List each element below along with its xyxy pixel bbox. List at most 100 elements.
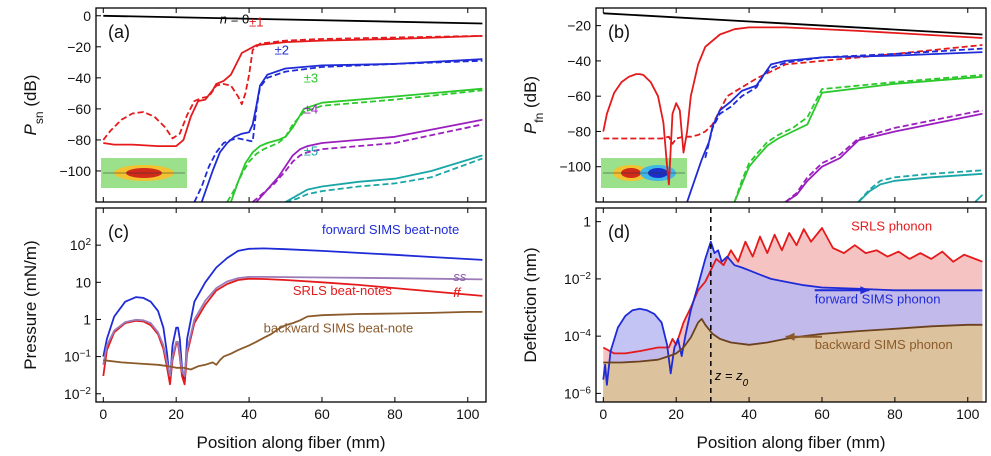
plot-area — [602, 227, 983, 402]
plot-area — [101, 14, 483, 202]
annotation-italic: n — [220, 12, 227, 27]
series-line-3 — [103, 311, 483, 371]
series-line-2 — [102, 35, 483, 141]
series-line-5 — [733, 75, 983, 202]
y-tick-exp: −2 — [580, 270, 592, 281]
y-tick-exp: −4 — [580, 328, 592, 339]
annotation-1: ss — [453, 269, 467, 284]
y-tick-base: 10 — [564, 385, 580, 401]
panel-0: n = 0 ±1 ±2 ±3 ±4 ±5 (a) 0 −20 −40 −60 −80 −100 Psn (… — [21, 7, 487, 203]
y-tick-exp: −2 — [80, 385, 92, 396]
x-tick-label: 40 — [741, 406, 757, 422]
x-tick-label: 80 — [887, 406, 903, 422]
plot-frame — [95, 207, 487, 403]
x-tick-label: 20 — [668, 406, 684, 422]
mode-inset — [601, 158, 687, 188]
panel-label: (d) — [608, 222, 630, 242]
series-fill-2 — [603, 318, 983, 402]
y-tick-label: −60 — [67, 101, 91, 117]
panel-label: (a) — [108, 22, 130, 42]
y-tick-label: −80 — [67, 132, 91, 148]
annotation-1: ±1 — [249, 15, 263, 30]
y-tick-label: 1 — [83, 311, 91, 327]
y-tick-label: −80 — [567, 123, 591, 139]
panel-label: (b) — [608, 22, 630, 42]
y-tick-label: 10 — [75, 274, 91, 290]
annotation-0: n = 0 — [220, 12, 249, 27]
y-tick-base: 1 — [83, 311, 91, 327]
series-line-0 — [103, 14, 483, 25]
x-tick-label: 60 — [814, 406, 830, 422]
annotation-2: backward SIMS phonon — [815, 337, 953, 352]
x-tick-label: 60 — [314, 406, 330, 422]
y-tick-label: −100 — [559, 159, 591, 175]
y-tick-base: 10 — [64, 349, 80, 365]
x-tick-label: 80 — [387, 406, 403, 422]
series-line-9 — [285, 154, 483, 202]
series-line-6 — [733, 74, 983, 202]
series-line-2 — [603, 44, 983, 145]
series-line-9 — [857, 172, 983, 202]
y-tick-label: 0 — [83, 8, 91, 24]
series-line-3 — [686, 51, 983, 202]
plot-area — [102, 247, 483, 386]
y-tick-label: −60 — [567, 88, 591, 104]
annotation-0: forward SIMS beat-note — [322, 222, 459, 237]
series-line-2 — [603, 318, 983, 364]
series-line-10 — [857, 169, 983, 202]
series-line-2 — [102, 276, 483, 377]
y-tick-base: 10 — [70, 237, 86, 253]
series-line-4 — [704, 47, 983, 159]
mode-inset — [101, 158, 187, 188]
y-label-main: P — [521, 122, 540, 134]
annotation-4: ±4 — [304, 102, 318, 117]
series-line-10 — [285, 157, 483, 202]
y-axis-label: Deflection (nm) — [521, 247, 540, 362]
y-tick-label: 102 — [70, 237, 92, 254]
plot-frame — [95, 7, 487, 203]
plot-frame — [595, 7, 987, 203]
x-tick-label: 0 — [599, 406, 607, 422]
annotation-3: ff — [453, 285, 462, 300]
series-line-0 — [102, 247, 483, 384]
series-line-4 — [193, 59, 483, 202]
series-line-1 — [602, 240, 983, 386]
series-line-8 — [252, 123, 483, 202]
y-tick-label: 10−6 — [564, 385, 591, 402]
x-axis-label: Position along fiber (mm) — [197, 433, 386, 452]
y-tick-label: −100 — [59, 163, 91, 179]
x-tick-label: 40 — [241, 406, 257, 422]
x-tick-label: 100 — [456, 406, 480, 422]
panel-1: (b) −20 −40 −60 −80 −100 Pfn (dB) — [521, 7, 987, 203]
series-line-1 — [102, 277, 483, 386]
z0-label-sub: 0 — [743, 378, 749, 389]
y-tick-base: 10 — [564, 328, 580, 344]
y-label-main: P — [21, 123, 40, 135]
y-tick-exp: −1 — [80, 348, 92, 359]
annotation-rest: = 0 — [227, 12, 249, 27]
y-tick-label: 10−4 — [564, 328, 591, 345]
series-line-11 — [974, 194, 984, 202]
y-label-sub: fn — [532, 113, 546, 123]
annotation-2: SRLS beat-notes — [293, 283, 393, 298]
direction-arrowhead-1 — [785, 332, 795, 341]
panel-label: (c) — [108, 222, 129, 242]
direction-arrowhead-0 — [860, 286, 870, 295]
annotation-4: backward SIMS beat-note — [264, 320, 414, 335]
y-tick-label: 10−2 — [564, 270, 591, 287]
series-line-8 — [784, 109, 983, 202]
series-line-5 — [230, 87, 483, 202]
annotation-5: ±5 — [304, 143, 318, 158]
y-axis-label: Pressure (mN/m) — [21, 240, 40, 369]
annotation-3: ±3 — [304, 70, 318, 85]
y-tick-base: 10 — [564, 271, 580, 287]
x-tick-label: 100 — [956, 406, 980, 422]
y-axis-label: Pfn (dB) — [521, 76, 546, 134]
y-tick-label: −20 — [67, 39, 91, 55]
y-tick-base: 1 — [583, 214, 591, 230]
plot-frame — [595, 207, 987, 403]
x-axis-label: Position along fiber (mm) — [697, 433, 886, 452]
y-tick-base: 10 — [75, 274, 91, 290]
